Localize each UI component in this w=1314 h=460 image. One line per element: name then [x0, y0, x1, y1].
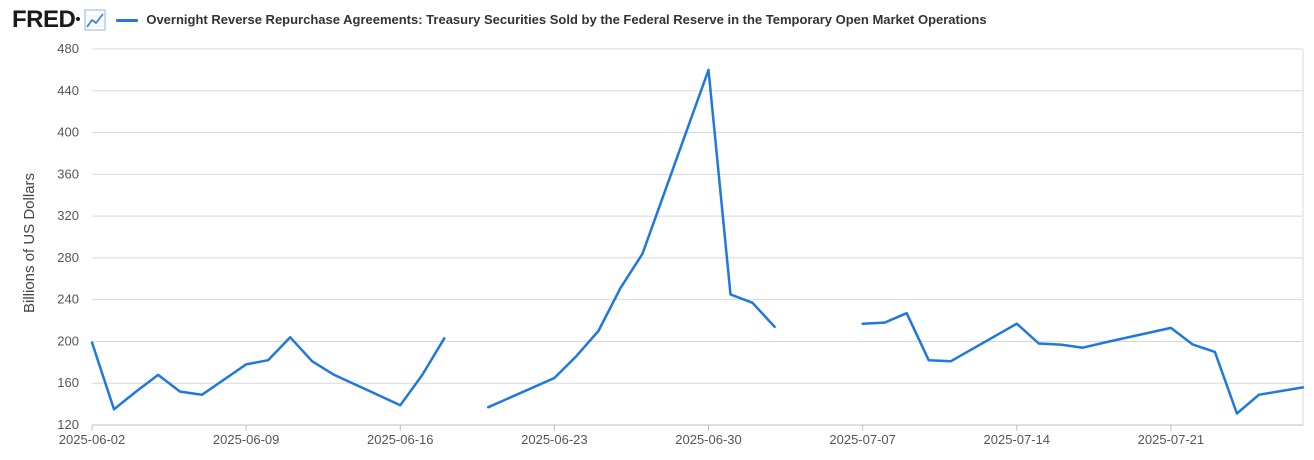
x-tick-label: 2025-06-23 — [521, 432, 588, 447]
data-point[interactable]: 2025-06-12: 181 — [309, 358, 315, 364]
data-point[interactable]: 2025-06-04: 152 — [133, 389, 139, 395]
data-point[interactable]: 2025-07-11: 181 — [948, 358, 954, 364]
data-point[interactable]: 2025-06-11: 204 — [287, 334, 293, 340]
data-point[interactable]: 2025-06-17: 168 — [419, 372, 425, 378]
data-point[interactable]: 2025-06-23: 165 — [551, 375, 557, 381]
data-point[interactable]: 2025-06-03: 135 — [111, 406, 117, 412]
data-point[interactable]: 2025-06-30: 460 — [706, 67, 712, 73]
data-point[interactable]: 2025-06-02: 199 — [89, 339, 95, 345]
data-point[interactable]: 2025-06-20: 137 — [485, 404, 491, 410]
data-point[interactable]: 2025-07-03: 214 — [772, 324, 778, 330]
data-point[interactable]: 2025-07-14: 217 — [1014, 321, 1020, 327]
data-point[interactable]: 2025-06-07: 149 — [199, 392, 205, 398]
y-tick-label: 120 — [57, 417, 79, 432]
data-point[interactable]: 2025-06-06: 152 — [177, 389, 183, 395]
x-tick-label: 2025-06-16 — [367, 432, 434, 447]
y-tick-label: 480 — [57, 41, 79, 56]
y-tick-label: 440 — [57, 83, 79, 98]
chart-title: Overnight Reverse Repurchase Agreements:… — [146, 12, 987, 27]
data-point[interactable]: 2025-07-23: 190 — [1212, 349, 1218, 355]
data-point[interactable]: 2025-06-18: 203 — [441, 335, 447, 341]
x-tick-label: 2025-06-30 — [675, 432, 742, 447]
y-tick-label: 320 — [57, 208, 79, 223]
data-point[interactable]: 2025-06-26: 251 — [617, 285, 623, 291]
series-line[interactable] — [861, 311, 1305, 415]
legend-swatch — [116, 18, 139, 22]
data-point[interactable]: 2025-06-16: 139 — [397, 402, 403, 408]
data-point[interactable]: 2025-07-21: 213 — [1168, 325, 1174, 331]
x-tick-label: 2025-07-07 — [829, 432, 896, 447]
y-tick-label: 240 — [57, 292, 79, 307]
fred-logo[interactable]: FRED — [12, 6, 76, 33]
data-point[interactable]: 2025-06-27: 284 — [639, 251, 645, 257]
x-tick-label: 2025-06-02 — [59, 432, 126, 447]
data-point[interactable]: 2025-07-27: 156 — [1300, 384, 1306, 390]
x-tick-label: 2025-06-09 — [213, 432, 280, 447]
data-point[interactable]: 2025-06-13: 168 — [331, 372, 337, 378]
y-tick-label: 200 — [57, 333, 79, 348]
data-point[interactable]: 2025-07-01: 245 — [728, 291, 734, 297]
y-tick-label: 400 — [57, 125, 79, 140]
data-point[interactable]: 2025-07-15: 198 — [1036, 341, 1042, 347]
data-point[interactable]: 2025-07-22: 197 — [1190, 342, 1196, 348]
data-point[interactable]: 2025-07-02: 237 — [750, 300, 756, 306]
y-tick-label: 160 — [57, 375, 79, 390]
data-point[interactable]: 2025-07-24: 131 — [1234, 411, 1240, 417]
x-tick-label: 2025-07-21 — [1138, 432, 1205, 447]
data-point[interactable]: 2025-07-18: 199 — [1102, 339, 1108, 345]
chart-header: FRED Overnight Reverse Repurchase Agreem… — [12, 6, 987, 34]
line-chart-icon — [84, 9, 106, 31]
data-point[interactable]: 2025-07-07: 217 — [860, 321, 866, 327]
data-point[interactable]: 2025-07-16: 197 — [1058, 342, 1064, 348]
series-line[interactable] — [487, 68, 776, 409]
data-point[interactable]: 2025-06-24: 186 — [573, 353, 579, 359]
x-tick-label: 2025-07-14 — [984, 432, 1051, 447]
y-axis-title: Billions of US Dollars — [21, 173, 38, 313]
data-point[interactable]: 2025-07-10: 182 — [926, 357, 932, 363]
y-tick-label: 360 — [57, 166, 79, 181]
data-point[interactable]: 2025-06-09: 178 — [243, 361, 249, 367]
data-point[interactable]: 2025-06-05: 168 — [155, 372, 161, 378]
data-point[interactable]: 2025-07-08: 218 — [882, 320, 888, 326]
data-point[interactable]: 2025-06-25: 210 — [595, 328, 601, 334]
data-point[interactable]: 2025-06-10: 182 — [265, 357, 271, 363]
data-point[interactable]: 2025-07-17: 194 — [1080, 345, 1086, 351]
data-point[interactable]: 2025-07-09: 227 — [904, 310, 910, 316]
y-tick-label: 280 — [57, 250, 79, 265]
series-line[interactable] — [90, 336, 446, 411]
data-point[interactable]: 2025-07-25: 149 — [1256, 392, 1262, 398]
fred-logo-dot — [76, 17, 81, 21]
